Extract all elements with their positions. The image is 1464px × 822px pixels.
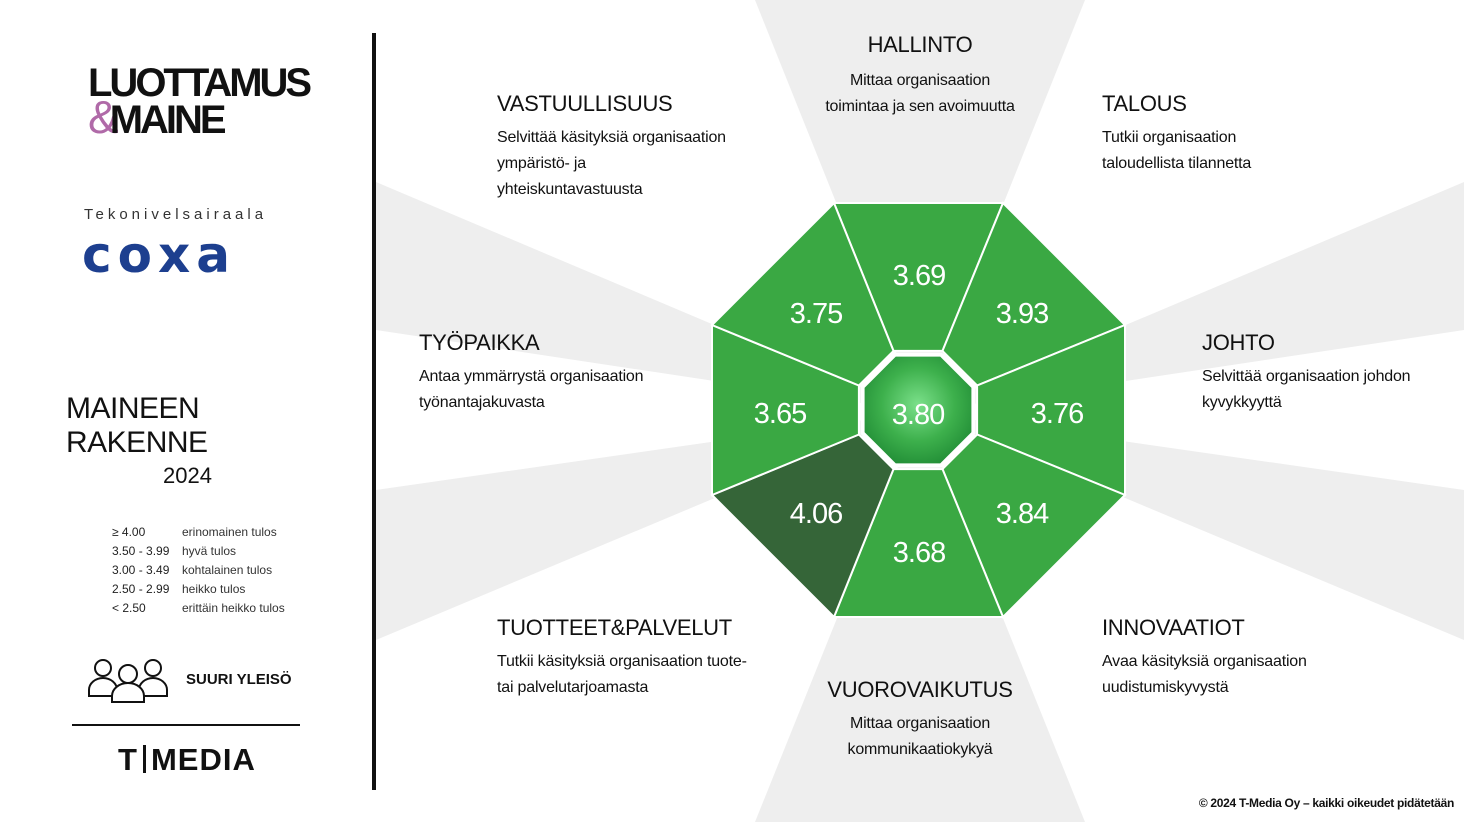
segment-vastuullisuus bbox=[710, 201, 895, 387]
logo-line1: LUOTTAMUS bbox=[88, 61, 312, 105]
dimension-desc-line: ympäristö- ja bbox=[497, 155, 586, 172]
dimension-title: VASTUULLISUUS bbox=[497, 91, 673, 116]
legend-label: heikko tulos bbox=[182, 581, 246, 596]
legend-row: 3.00 - 3.49 kohtalainen tulos bbox=[112, 561, 285, 580]
tmedia-logo-media: MEDIA bbox=[150, 742, 256, 777]
score-legend: ≥ 4.00 erinomainen tulos 3.50 - 3.99 hyvä … bbox=[112, 523, 285, 617]
dimension-desc-line: Mittaa organisaation bbox=[849, 72, 991, 89]
tmedia-logo: T MEDIA bbox=[118, 742, 256, 778]
copyright: © 2024 T-Media Oy – kaikki oikeudet pidä… bbox=[1198, 796, 1454, 810]
score-vastuullisuus: 3.75 bbox=[790, 298, 842, 330]
dimension-johto: JOHTO Selvittää organisaation johdon kyv… bbox=[1202, 330, 1460, 416]
client-subtitle: Tekonivelsairaala bbox=[84, 206, 268, 223]
legend-range: 3.00 - 3.49 bbox=[112, 562, 170, 577]
legend-row: 2.50 - 2.99 heikko tulos bbox=[112, 579, 285, 598]
score-johto: 3.76 bbox=[1031, 398, 1083, 430]
logo-ampersand: & bbox=[88, 91, 119, 143]
legend-row: ≥ 4.00 erinomainen tulos bbox=[112, 523, 285, 542]
dimension-title: TUOTTEET&PALVELUT bbox=[497, 615, 732, 640]
dimension-desc-line: taloudellista tilannetta bbox=[1102, 155, 1252, 172]
tmedia-logo-bar bbox=[142, 745, 146, 773]
legend-range: ≥ 4.00 bbox=[112, 525, 146, 540]
dimension-desc-line: Tutkii organisaation bbox=[1102, 129, 1237, 146]
score-hallinto: 3.69 bbox=[893, 260, 945, 292]
sidebar-divider bbox=[72, 724, 300, 726]
year: 2024 bbox=[163, 463, 212, 488]
dimension-desc-line: kommunikaatiokykyä bbox=[847, 741, 993, 758]
dimension-vastuullisuus: VASTUULLISUUS Selvittää käsityksiä organ… bbox=[497, 91, 797, 203]
dimension-title: VUOROVAIKUTUS bbox=[827, 677, 1013, 702]
dimension-desc-line: yhteiskuntavastuusta bbox=[497, 181, 643, 198]
score-talous: 3.93 bbox=[996, 298, 1048, 330]
logo-line2: MAINE bbox=[109, 98, 227, 142]
dimension-desc-line: työnantajakuvasta bbox=[419, 394, 545, 411]
dimension-tuotteet: TUOTTEET&PALVELUT Tutkii käsityksiä orga… bbox=[497, 615, 797, 701]
legend-range: 2.50 - 2.99 bbox=[112, 581, 170, 596]
legend-label: kohtalainen tulos bbox=[182, 562, 273, 577]
center-octagon bbox=[860, 352, 976, 468]
legend-label: hyvä tulos bbox=[182, 544, 237, 559]
dimension-title: HALLINTO bbox=[867, 32, 973, 57]
dimension-talous: TALOUS Tutkii organisaation taloudellist… bbox=[1102, 91, 1422, 177]
dimension-title: TYÖPAIKKA bbox=[419, 330, 540, 355]
dimension-desc-line: tai palvelutarjoamasta bbox=[497, 679, 649, 696]
dimension-tyopaikka: TYÖPAIKKA Antaa ymmärrystä organisaation… bbox=[419, 330, 709, 416]
score-innovaatiot: 3.84 bbox=[996, 498, 1049, 530]
dimension-hallinto: HALLINTO Mittaa organisaation toimintaa … bbox=[770, 32, 1070, 120]
score-tuotteet: 4.06 bbox=[790, 498, 842, 530]
dimension-innovaatiot: INNOVAATIOT Avaa käsityksiä organisaatio… bbox=[1102, 615, 1422, 701]
legend-label: erittäin heikko tulos bbox=[182, 600, 285, 615]
dimension-title: JOHTO bbox=[1202, 330, 1275, 355]
overall-score: 3.80 bbox=[892, 399, 944, 431]
dimension-title: TALOUS bbox=[1102, 91, 1187, 116]
vertical-divider bbox=[372, 33, 376, 790]
dimension-title: INNOVAATIOT bbox=[1102, 615, 1245, 640]
dimension-desc-line: Avaa käsityksiä organisaation bbox=[1102, 653, 1307, 670]
score-vuorovaikutus: 3.68 bbox=[893, 537, 945, 569]
legend-row: < 2.50 erittäin heikko tulos bbox=[112, 598, 285, 617]
dimension-desc-line: Selvittää organisaation johdon bbox=[1202, 368, 1411, 385]
dimension-desc-line: uudistumiskyvystä bbox=[1102, 679, 1229, 696]
tmedia-logo-t: T bbox=[118, 742, 138, 777]
section-title: MAINEEN RAKENNE bbox=[66, 392, 208, 459]
dimension-vuorovaikutus: VUOROVAIKUTUS Mittaa organisaation kommu… bbox=[770, 677, 1070, 763]
legend-row: 3.50 - 3.99 hyvä tulos bbox=[112, 542, 285, 561]
dimension-desc-line: Tutkii käsityksiä organisaation tuote- bbox=[497, 653, 747, 670]
dimension-desc-line: Selvittää käsityksiä organisaation bbox=[497, 129, 726, 146]
dimension-desc-line: Mittaa organisaation bbox=[849, 715, 991, 732]
client-logo: coxa bbox=[82, 226, 236, 284]
legend-label: erinomainen tulos bbox=[182, 525, 277, 540]
legend-range: < 2.50 bbox=[112, 600, 146, 615]
dimension-desc-line: kyvykkyyttä bbox=[1202, 394, 1282, 411]
legend-range: 3.50 - 3.99 bbox=[112, 544, 170, 559]
dimension-desc-line: Antaa ymmärrystä organisaation bbox=[419, 368, 644, 385]
dimension-desc-line: toimintaa ja sen avoimuutta bbox=[825, 98, 1015, 115]
score-tyopaikka: 3.65 bbox=[754, 398, 806, 430]
audience-label: SUURI YLEISÖ bbox=[186, 671, 292, 688]
people-group-icon bbox=[88, 659, 168, 703]
luottamus-maine-logo: LUOTTAMUS &MAINE bbox=[88, 61, 312, 140]
